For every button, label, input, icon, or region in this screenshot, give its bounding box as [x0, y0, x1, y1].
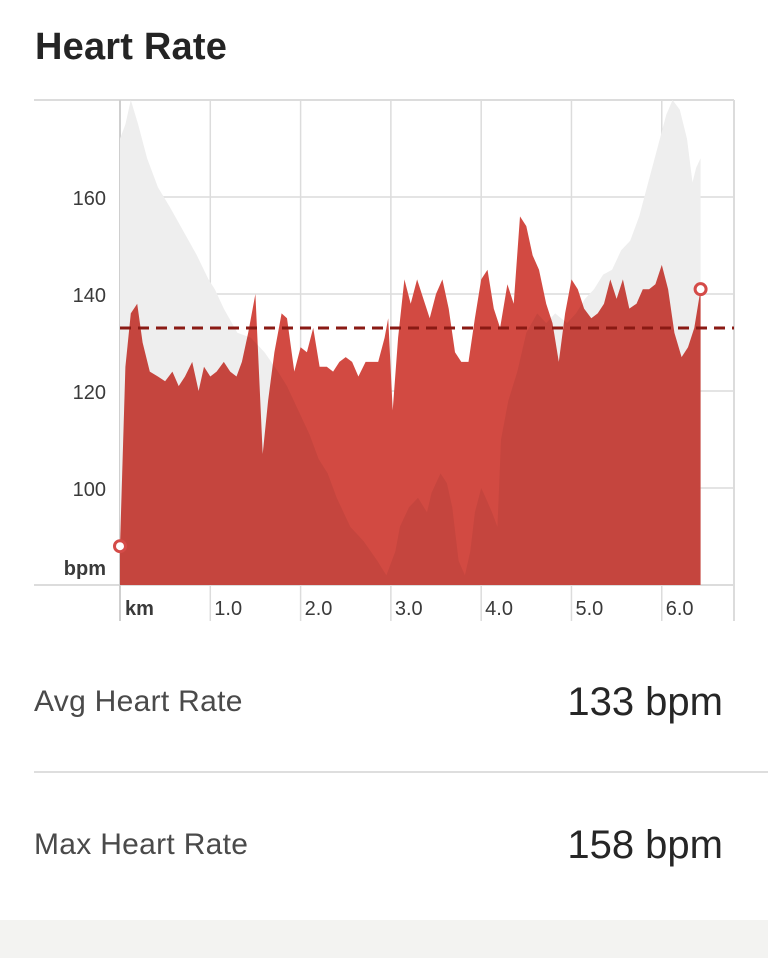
end-marker [693, 282, 708, 297]
x-tick-label: 5.0 [575, 598, 603, 620]
heart-rate-area [120, 216, 701, 585]
avg-heart-rate-value: 133 bpm [567, 679, 723, 724]
y-tick-label: 100 [73, 479, 106, 501]
y-unit-label: bpm [64, 558, 106, 580]
max-heart-rate-label: Max Heart Rate [34, 828, 249, 861]
max-heart-rate-value: 158 bpm [567, 822, 723, 867]
y-tick-label: 140 [73, 285, 106, 307]
elevation-overlap-area [120, 216, 701, 585]
x-tick-label: 1.0 [214, 598, 242, 620]
page-title: Heart Rate [35, 26, 228, 68]
x-tick-label: 4.0 [485, 598, 513, 620]
stats-divider [34, 771, 768, 773]
avg-heart-rate-row: Avg Heart Rate 133 bpm [34, 652, 768, 752]
bottom-band [0, 920, 768, 958]
x-tick-label: 2.0 [305, 598, 333, 620]
x-unit-label: km [125, 598, 154, 620]
x-tick-label: 3.0 [395, 598, 423, 620]
max-heart-rate-row: Max Heart Rate 158 bpm [34, 795, 768, 895]
y-tick-label: 120 [73, 382, 106, 404]
chart-overlay [113, 282, 734, 554]
x-tick-label: 6.0 [666, 598, 694, 620]
avg-heart-rate-label: Avg Heart Rate [34, 685, 243, 718]
chart-areas [120, 100, 701, 585]
y-tick-label: 160 [73, 188, 106, 210]
start-marker [113, 539, 127, 554]
